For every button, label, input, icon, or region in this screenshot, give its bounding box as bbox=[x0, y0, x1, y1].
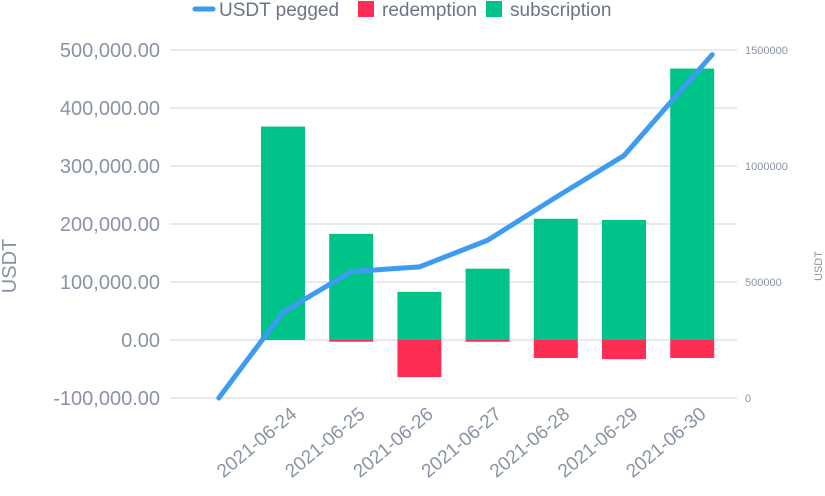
redemption-bar bbox=[602, 340, 646, 360]
legend: USDT pegged redemption subscription bbox=[192, 0, 611, 21]
subscription-bar bbox=[261, 126, 305, 340]
right-tick-label: 1500000 bbox=[745, 45, 788, 57]
right-tick-label: 500000 bbox=[745, 277, 782, 289]
redemption-bar bbox=[533, 340, 578, 358]
redemption-bar bbox=[465, 340, 510, 342]
legend-square-swatch bbox=[358, 1, 374, 17]
redemption-bar bbox=[670, 340, 715, 358]
subscription-bar bbox=[670, 68, 715, 340]
left-tick-label: -100,000.00 bbox=[53, 388, 160, 410]
left-tick-label: 300,000.00 bbox=[60, 156, 160, 178]
subscription-bar bbox=[465, 268, 510, 340]
right-axis-title: USDT bbox=[813, 251, 825, 281]
redemption-bar bbox=[397, 340, 442, 378]
left-axis-title: USDT bbox=[0, 239, 21, 293]
left-tick-label: 100,000.00 bbox=[60, 272, 160, 294]
legend-label: USDT pegged bbox=[219, 0, 339, 21]
subscription-bar bbox=[397, 291, 442, 340]
subscription-bar bbox=[602, 219, 646, 340]
bars bbox=[261, 68, 715, 378]
left-tick-label: 400,000.00 bbox=[60, 98, 160, 120]
legend-square-swatch bbox=[486, 1, 502, 17]
usdt-pegged-line bbox=[216, 52, 715, 401]
line-series bbox=[216, 52, 715, 401]
left-axis: 500,000.00 400,000.00 300,000.00 200,000.00… bbox=[53, 40, 160, 410]
right-axis: 1500000 1000000 500000 0 bbox=[745, 45, 788, 405]
redemption-bar bbox=[329, 340, 374, 342]
left-tick-label: 200,000.00 bbox=[60, 214, 160, 236]
left-tick-label: 0.00 bbox=[121, 330, 160, 352]
right-tick-label: 1000000 bbox=[745, 161, 788, 173]
legend-label: subscription bbox=[510, 0, 611, 21]
subscription-bar bbox=[329, 233, 374, 340]
right-tick-label: 0 bbox=[745, 393, 751, 405]
left-tick-label: 500,000.00 bbox=[60, 40, 160, 62]
subscription-bar bbox=[533, 218, 578, 340]
legend-label: redemption bbox=[382, 0, 477, 21]
x-axis: 2021-06-242021-06-252021-06-262021-06-27… bbox=[213, 403, 710, 482]
